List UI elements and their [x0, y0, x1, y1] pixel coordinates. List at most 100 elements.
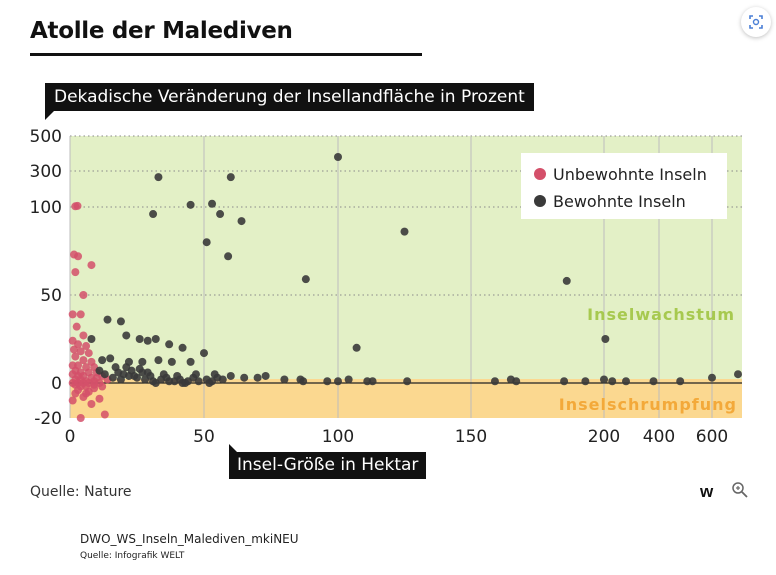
data-point-inhabited	[124, 371, 133, 380]
x-tick-label: 600	[696, 427, 728, 447]
data-point-inhabited	[194, 377, 203, 386]
data-point-inhabited	[210, 370, 219, 379]
data-point-inhabited	[334, 377, 342, 386]
data-point-inhabited	[226, 173, 235, 182]
data-point-inhabited	[151, 335, 160, 343]
y-tick-label: -20	[34, 409, 62, 429]
data-point-inhabited	[708, 373, 716, 382]
data-point-inhabited	[98, 356, 107, 365]
data-point-uninhabited	[84, 349, 93, 358]
legend-label-inhabited: Bewohnte Inseln	[553, 192, 686, 211]
data-point-uninhabited	[79, 356, 88, 365]
focus-icon	[749, 15, 763, 29]
source-note: Quelle: Nature	[30, 484, 132, 500]
chart-legend: Unbewohnte Inseln Bewohnte Inseln	[521, 153, 727, 219]
data-point-inhabited	[167, 357, 176, 366]
data-points	[68, 153, 742, 422]
data-point-inhabited	[226, 371, 235, 380]
data-point-inhabited	[200, 349, 208, 358]
data-point-uninhabited	[76, 347, 85, 356]
focus-button[interactable]	[741, 7, 771, 37]
data-point-inhabited	[87, 335, 96, 343]
data-point-inhabited	[151, 379, 160, 387]
x-axis-ticks: 0 50 100 150 200 400 600	[65, 427, 729, 447]
data-point-uninhabited	[73, 201, 82, 210]
data-point-inhabited	[116, 375, 125, 384]
data-point-uninhabited	[82, 389, 91, 398]
zoom-icon[interactable]	[731, 481, 749, 499]
graphic-filename: DWO_WS_Inseln_Malediven_mkiNEU	[80, 532, 299, 546]
data-point-inhabited	[208, 199, 217, 208]
data-point-inhabited	[138, 368, 147, 377]
y-axis-ticks: -20 0 50 100 300 500	[30, 127, 62, 429]
data-point-inhabited	[100, 370, 109, 379]
data-point-inhabited	[581, 377, 590, 386]
data-point-inhabited	[734, 370, 742, 379]
data-point-uninhabited	[76, 310, 85, 319]
data-point-inhabited	[512, 377, 521, 386]
y-tick-label: 100	[30, 198, 62, 218]
data-point-inhabited	[490, 377, 499, 386]
legend-box	[521, 153, 727, 219]
data-point-inhabited	[106, 354, 115, 363]
title-rule	[30, 53, 422, 56]
data-point-uninhabited	[70, 345, 79, 354]
welt-logo[interactable]: w	[700, 482, 714, 501]
data-point-inhabited	[608, 377, 617, 386]
legend-marker-uninhabited	[534, 168, 546, 180]
data-point-uninhabited	[87, 400, 96, 408]
y-axis-label: Dekadische Veränderung der Insellandfläc…	[45, 83, 534, 111]
x-tick-label: 0	[65, 427, 76, 447]
data-point-inhabited	[111, 363, 120, 372]
data-point-inhabited	[299, 377, 308, 386]
data-point-inhabited	[154, 173, 163, 182]
data-point-inhabited	[186, 200, 195, 209]
data-point-inhabited	[301, 275, 310, 284]
x-tick-label: 200	[588, 427, 620, 447]
data-point-inhabited	[138, 357, 147, 366]
data-point-inhabited	[400, 227, 409, 236]
data-point-inhabited	[103, 315, 112, 324]
data-point-inhabited	[122, 363, 131, 372]
data-point-inhabited	[323, 377, 332, 386]
data-point-inhabited	[165, 377, 174, 386]
y-tick-label: 0	[51, 374, 62, 394]
x-tick-label: 50	[193, 427, 215, 447]
data-point-inhabited	[133, 373, 141, 382]
data-point-inhabited	[149, 210, 158, 219]
data-point-uninhabited	[76, 414, 85, 422]
data-point-inhabited	[237, 217, 246, 226]
data-point-inhabited	[562, 276, 571, 285]
data-point-uninhabited	[74, 252, 83, 261]
y-axis-label-pointer	[45, 111, 54, 120]
data-point-uninhabited	[68, 396, 77, 405]
data-point-uninhabited	[79, 331, 88, 340]
data-point-inhabited	[165, 340, 174, 349]
graphic-credit: Quelle: Infografik WELT	[80, 551, 185, 561]
data-point-inhabited	[622, 377, 630, 386]
legend-marker-inhabited	[534, 195, 546, 207]
data-point-inhabited	[334, 153, 342, 161]
legend-label-uninhabited: Unbewohnte Inseln	[553, 165, 707, 184]
y-tick-label: 300	[30, 162, 62, 182]
data-point-inhabited	[600, 375, 608, 384]
growth-zone-label: Inselwachstum	[587, 305, 735, 324]
shrink-zone-label: Inselschrumpfung	[559, 395, 737, 414]
data-point-inhabited	[560, 377, 569, 386]
data-point-inhabited	[154, 356, 163, 365]
data-point-inhabited	[178, 379, 187, 387]
data-point-uninhabited	[100, 410, 109, 419]
data-point-inhabited	[202, 238, 211, 247]
data-point-uninhabited	[71, 389, 80, 398]
x-tick-label: 100	[322, 427, 354, 447]
data-point-uninhabited	[95, 394, 104, 403]
data-point-inhabited	[352, 343, 361, 352]
x-axis-label-pointer	[229, 444, 237, 452]
data-point-uninhabited	[90, 380, 99, 389]
data-point-inhabited	[186, 357, 195, 366]
data-point-inhabited	[143, 336, 152, 345]
data-point-uninhabited	[82, 342, 91, 351]
data-point-inhabited	[122, 331, 131, 340]
data-point-inhabited	[601, 335, 610, 343]
